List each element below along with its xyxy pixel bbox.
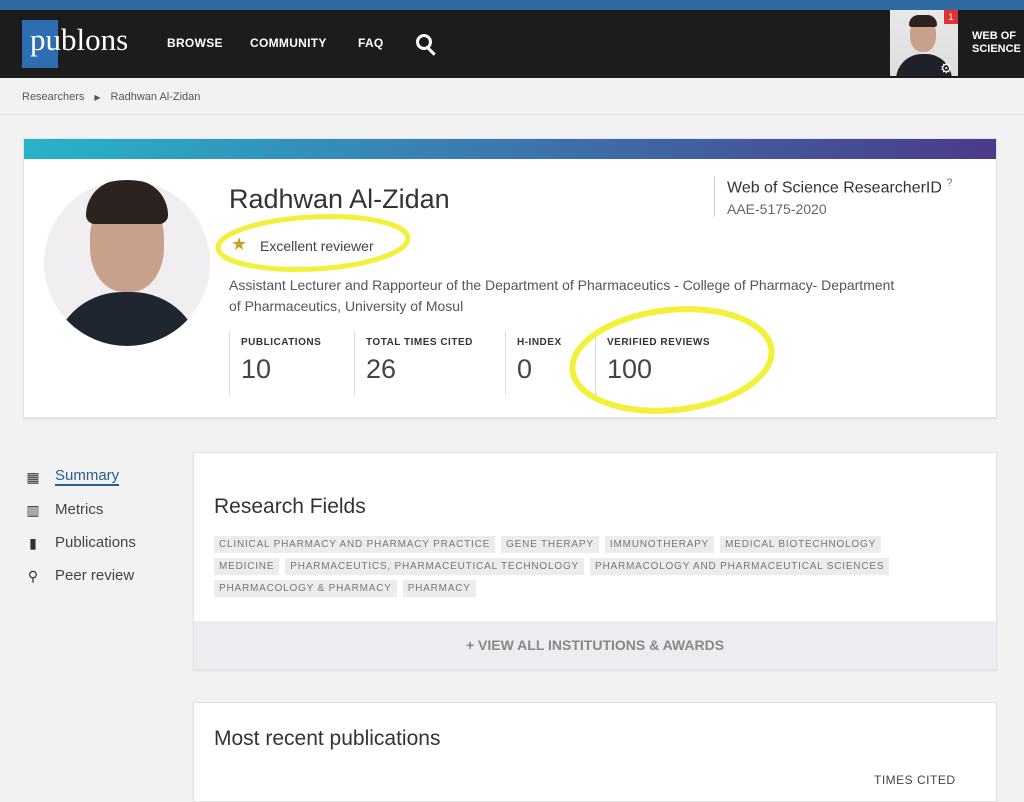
- gear-icon[interactable]: ⚙: [940, 60, 953, 76]
- stat-times-cited[interactable]: TOTAL TIMES CITED 26: [354, 331, 473, 395]
- field-tag[interactable]: Gene Therapy: [501, 536, 599, 553]
- top-strip: [0, 0, 1024, 10]
- top-nav: publons BROWSE COMMUNITY FAQ: [0, 10, 1024, 78]
- breadcrumb-researchers[interactable]: Researchers: [22, 91, 85, 103]
- field-tag[interactable]: Clinical Pharmacy and Pharmacy Practice: [214, 536, 496, 553]
- stat-value: 100: [607, 354, 653, 384]
- nav-community[interactable]: COMMUNITY: [250, 36, 327, 50]
- sidebar-item-peer-review[interactable]: ⚲ Peer review: [25, 559, 136, 592]
- notification-badge[interactable]: 1: [944, 10, 958, 24]
- sidebar-item-summary[interactable]: ▦ Summary: [25, 460, 136, 493]
- field-tags: Clinical Pharmacy and Pharmacy Practice …: [214, 536, 914, 597]
- sidebar-label: Publications: [55, 534, 136, 551]
- affiliation: Assistant Lecturer and Rapporteur of the…: [229, 277, 895, 314]
- field-tag[interactable]: Pharmacology & Pharmacy: [214, 580, 397, 597]
- search-icon: ⚲: [27, 567, 39, 584]
- field-tag[interactable]: Pharmacology and Pharmaceutical Sciences: [590, 558, 890, 575]
- field-tag[interactable]: Medical Biotechnology: [720, 536, 882, 553]
- stat-value: 0: [517, 354, 533, 384]
- sidebar-label: Metrics: [55, 501, 104, 518]
- researcher-id: Web of Science ResearcherID ? AAE-5175-2…: [714, 177, 953, 218]
- research-fields-card: Research Fields Clinical Pharmacy and Ph…: [193, 452, 997, 670]
- book-icon: ▮: [29, 534, 37, 551]
- publons-logo[interactable]: publons: [22, 20, 128, 68]
- times-cited-header: TIMES CITED: [874, 773, 956, 787]
- stat-h-index[interactable]: H-INDEX 0: [505, 331, 562, 395]
- researcher-id-value: AAE-5175-2020: [727, 201, 827, 218]
- bar-chart-icon: ▥: [26, 501, 40, 518]
- logo-text: publons: [30, 22, 129, 57]
- recent-publications-title: Most recent publications: [214, 727, 441, 750]
- stat-value: 26: [366, 354, 397, 384]
- search-icon[interactable]: [416, 34, 432, 50]
- stat-label: PUBLICATIONS: [241, 337, 322, 348]
- sidebar-label: Peer review: [55, 567, 135, 584]
- stat-label: H-INDEX: [517, 337, 562, 348]
- stat-verified-reviews[interactable]: VERIFIED REVIEWS 100: [595, 331, 710, 395]
- recent-publications-card: Most recent publications TIMES CITED: [193, 702, 997, 802]
- field-tag[interactable]: Pharmaceutics, Pharmaceutical Technology: [285, 558, 585, 575]
- field-tag[interactable]: Pharmacy: [402, 580, 476, 597]
- grid-icon: ▦: [26, 468, 40, 485]
- sidebar-label: Summary: [55, 467, 120, 486]
- sidebar-item-metrics[interactable]: ▥ Metrics: [25, 493, 136, 526]
- field-tag[interactable]: Medicine: [214, 558, 280, 575]
- research-fields-title: Research Fields: [214, 495, 366, 518]
- researcher-id-label: Web of Science ResearcherID: [727, 179, 942, 197]
- researcher-name: Radhwan Al-Zidan: [229, 184, 450, 214]
- nav-faq[interactable]: FAQ: [358, 36, 384, 50]
- sidebar: ▦ Summary ▥ Metrics ▮ Publications ⚲ Peer re…: [25, 460, 136, 592]
- view-all-institutions-button[interactable]: + VIEW ALL INSTITUTIONS & AWARDS: [194, 621, 996, 669]
- web-of-science-link[interactable]: WEB OF SCIENCE: [972, 30, 1021, 55]
- profile-photo: [44, 180, 210, 346]
- excellent-reviewer-badge: Excellent reviewer: [260, 238, 374, 254]
- profile-card: Radhwan Al-Zidan ★ Excellent reviewer As…: [23, 138, 997, 418]
- stat-value: 10: [241, 354, 272, 384]
- chevron-right-icon: ▶: [94, 93, 101, 102]
- field-tag[interactable]: Immunotherapy: [604, 536, 715, 553]
- sidebar-item-publications[interactable]: ▮ Publications: [25, 526, 136, 559]
- stat-publications[interactable]: PUBLICATIONS 10: [229, 331, 321, 395]
- breadcrumb: Researchers ▶ Radhwan Al-Zidan: [0, 78, 1024, 115]
- stat-label: TOTAL TIMES CITED: [366, 337, 473, 348]
- breadcrumb-current: Radhwan Al-Zidan: [110, 91, 201, 103]
- help-icon[interactable]: ?: [946, 177, 953, 189]
- nav-browse[interactable]: BROWSE: [167, 36, 223, 50]
- star-icon: ★: [231, 234, 248, 254]
- stat-label: VERIFIED REVIEWS: [607, 337, 711, 348]
- gradient-bar: [24, 139, 996, 159]
